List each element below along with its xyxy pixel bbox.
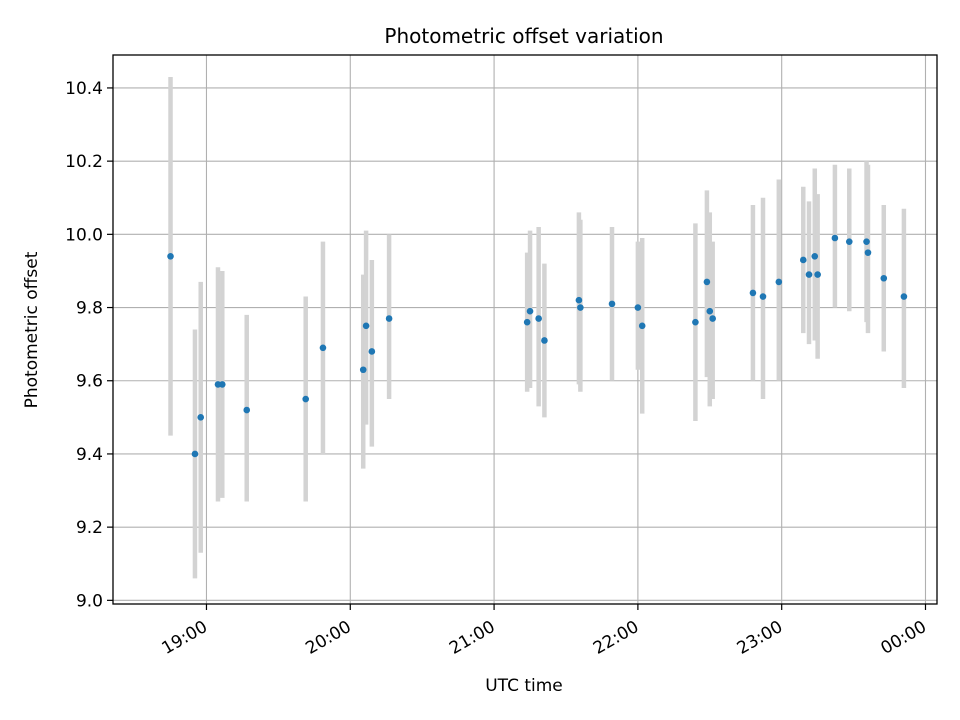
data-points xyxy=(167,234,908,458)
y-tick-label: 9.0 xyxy=(76,591,103,611)
data-point xyxy=(863,238,870,245)
y-tick-label: 10.4 xyxy=(65,79,103,99)
y-axis-label: Photometric offset xyxy=(22,251,42,408)
y-axis: 9.0 9.2 9.4 9.6 9.8 10.0 10.2 10.4 xyxy=(65,79,113,611)
data-point xyxy=(359,366,367,374)
y-tick-label: 9.6 xyxy=(76,372,103,392)
data-point xyxy=(864,249,872,256)
data-point xyxy=(880,274,888,282)
data-point xyxy=(805,271,813,278)
data-point xyxy=(814,271,821,278)
data-point xyxy=(799,256,807,264)
data-point xyxy=(692,318,699,326)
data-point xyxy=(368,348,376,355)
plot-frame xyxy=(112,54,938,605)
data-point xyxy=(577,304,584,311)
y-tick-label: 10.0 xyxy=(65,225,103,245)
data-point xyxy=(167,252,174,260)
data-point xyxy=(523,318,531,326)
data-point xyxy=(638,322,646,330)
data-point xyxy=(302,395,309,403)
data-point xyxy=(709,315,716,322)
y-tick-label: 9.2 xyxy=(76,518,103,538)
data-point xyxy=(749,289,757,297)
data-point xyxy=(197,414,205,421)
data-point xyxy=(319,344,327,352)
data-point xyxy=(900,293,908,300)
data-point xyxy=(218,381,226,388)
data-point xyxy=(575,296,583,304)
data-point xyxy=(634,304,642,311)
data-point xyxy=(191,450,199,458)
data-point xyxy=(385,315,393,322)
data-point xyxy=(845,238,853,245)
data-point xyxy=(759,293,767,300)
data-point xyxy=(535,315,542,322)
data-point xyxy=(362,322,370,330)
data-point xyxy=(541,337,548,344)
data-point xyxy=(243,406,251,414)
data-point xyxy=(706,307,714,315)
data-point xyxy=(775,278,783,286)
data-point xyxy=(811,252,819,260)
data-point xyxy=(608,300,616,308)
data-point xyxy=(831,234,839,242)
data-point xyxy=(703,278,711,286)
y-tick-label: 9.4 xyxy=(76,445,103,465)
chart-title: Photometric offset variation xyxy=(384,24,663,48)
x-axis-label: UTC time xyxy=(485,676,563,696)
y-tick-label: 10.2 xyxy=(65,152,103,172)
data-point xyxy=(526,307,534,315)
y-tick-label: 9.8 xyxy=(76,299,103,319)
